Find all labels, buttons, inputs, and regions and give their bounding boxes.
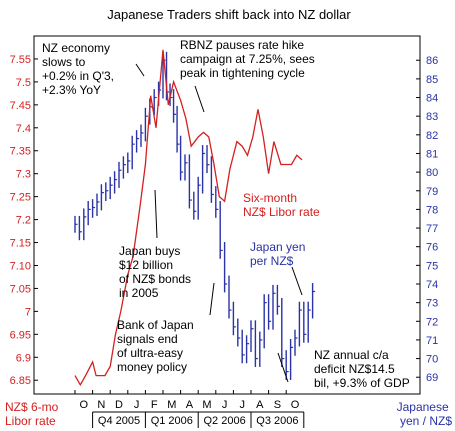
- left-tick-label: 7.3: [16, 169, 31, 181]
- left-tick-label: 7.25: [10, 192, 31, 204]
- annotation-rbnz: RBNZ pauses rate hike campaign at 7.25%,…: [180, 38, 318, 80]
- right-tick-label: 76: [426, 242, 438, 254]
- right-axis: 69 70 71 72 73 74 75 76 77 78 79 80 81 82 83 84 85 86: [416, 55, 438, 384]
- left-axis: 6.85 6.9 6.95 7 7.05 7.10 7.15 7.2 7.25 7.3 7.35 7.…: [10, 54, 38, 387]
- annotation-leaders: [135, 63, 303, 383]
- left-tick-label: 6.9: [16, 352, 31, 364]
- right-tick-label: 78: [426, 204, 438, 216]
- x-quarter-label: Q4 2005: [98, 415, 140, 427]
- left-tick-label: 7.2: [16, 215, 31, 227]
- left-tick-label: 7.35: [10, 146, 31, 158]
- x-month-label: A: [186, 399, 194, 411]
- x-month-label: N: [97, 399, 105, 411]
- right-tick-label: 77: [426, 223, 438, 235]
- annotations: NZ economy slows to +0.2% in Q'3, +2.3% …: [42, 38, 410, 390]
- x-month-label: J: [239, 399, 245, 411]
- chart-title: Japanese Traders shift back into NZ doll…: [107, 7, 351, 22]
- x-axis: O N D J F M A M J J A S OQ4 2005 Q1 2006 Q2 2006 Q3 200…: [74, 390, 305, 428]
- right-tick-label: 72: [426, 316, 438, 328]
- annotation-libor-label: Six-month NZ$ Libor rate: [243, 191, 320, 219]
- x-month-label: J: [134, 399, 140, 411]
- yen-series: [74, 51, 316, 381]
- x-month-label: M: [202, 399, 211, 411]
- annotation-yen-label: Japan yen per NZ$: [250, 240, 309, 268]
- x-quarter-label: Q2 2006: [203, 415, 245, 427]
- left-tick-label: 7.05: [10, 283, 31, 295]
- left-tick-label: 7.55: [10, 54, 31, 66]
- right-tick-label: 73: [426, 298, 438, 310]
- plot-frame: [33, 35, 421, 395]
- left-tick-label: 6.85: [10, 375, 31, 387]
- left-tick-label: 7.5: [16, 77, 31, 89]
- right-tick-label: 80: [426, 167, 438, 179]
- x-quarter-label: Q3 2006: [256, 415, 298, 427]
- x-month-label: A: [256, 399, 264, 411]
- left-tick-label: 7.4: [16, 123, 31, 135]
- x-month-label: D: [115, 399, 123, 411]
- right-tick-label: 79: [426, 186, 438, 198]
- libor-series-line: [74, 49, 303, 387]
- left-tick-label: 7.10: [10, 260, 31, 272]
- left-tick-label: 6.95: [10, 329, 31, 341]
- right-tick-label: 86: [426, 55, 438, 67]
- right-tick-label: 81: [426, 148, 438, 160]
- right-tick-label: 83: [426, 111, 438, 123]
- right-tick-label: 71: [426, 335, 438, 347]
- right-axis-label: Japanese yen / NZ$: [397, 400, 453, 428]
- left-tick-label: 7: [25, 306, 31, 318]
- right-tick-label: 84: [426, 93, 438, 105]
- right-tick-label: 70: [426, 354, 438, 366]
- x-month-label: J: [222, 399, 228, 411]
- x-month-label: O: [291, 399, 300, 411]
- x-quarter-label: Q1 2006: [151, 415, 193, 427]
- left-tick-label: 7.45: [10, 100, 31, 112]
- annotation-nz-deficit: NZ annual c/a deficit NZ$14.5 bil, +9.3%…: [314, 348, 410, 390]
- right-tick-label: 75: [426, 260, 438, 272]
- x-month-label: S: [274, 399, 281, 411]
- x-month-label: F: [151, 399, 158, 411]
- x-month-label: O: [80, 399, 89, 411]
- annotation-japan-buys: Japan buys $12 billion of NZ$ bonds in 2…: [119, 244, 194, 300]
- annotation-boj: Bank of Japan signals end of ultra-easy …: [117, 318, 197, 374]
- right-tick-label: 82: [426, 130, 438, 142]
- right-tick-label: 85: [426, 74, 438, 86]
- left-tick-label: 7.15: [10, 238, 31, 250]
- x-month-label: M: [167, 399, 176, 411]
- annotation-nz-economy: NZ economy slows to +0.2% in Q'3, +2.3% …: [42, 41, 117, 97]
- left-axis-label: NZ$ 6-mo Libor rate: [5, 400, 62, 428]
- right-tick-label: 69: [426, 372, 438, 384]
- right-tick-label: 74: [426, 279, 438, 291]
